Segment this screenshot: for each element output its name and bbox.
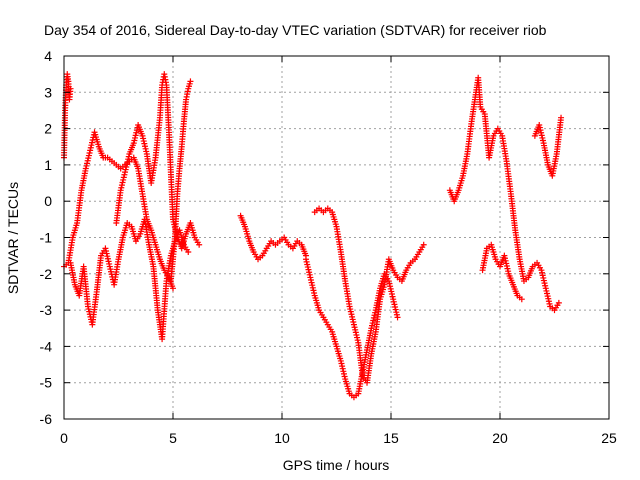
x-axis-label: GPS time / hours (283, 457, 390, 473)
y-tick-label: -1 (40, 230, 53, 246)
y-tick-label: 2 (44, 121, 52, 137)
series-trace-h (311, 205, 427, 386)
y-tick-label: -2 (40, 266, 53, 282)
data-point (196, 241, 203, 248)
data-point (420, 241, 427, 248)
chart-title: Day 354 of 2016, Sidereal Day-to-day VTE… (44, 22, 547, 38)
axis-ticks: -6 -5 -4 -3 -2 -1 0 1 2 3 4 0 5 10 15 20 25 (40, 48, 617, 446)
y-axis-label: SDTVAR / TECUs (5, 182, 21, 294)
y-tick-label: 1 (44, 157, 52, 173)
series-trace-e (167, 78, 194, 285)
y-tick-label: -4 (40, 338, 53, 354)
data-point (170, 285, 176, 292)
x-tick-label: 0 (60, 430, 68, 446)
y-tick-label: -6 (40, 411, 53, 427)
series-trace-j (479, 241, 525, 303)
data-point (185, 249, 192, 256)
series-trace-k (531, 114, 565, 179)
data-point (394, 314, 401, 321)
series-trace-g (302, 256, 401, 401)
data-point (187, 78, 194, 85)
x-tick-label: 20 (492, 430, 508, 446)
data-point (558, 114, 565, 121)
series-trace-a (61, 71, 74, 161)
y-tick-label: 3 (44, 84, 52, 100)
data-point (555, 299, 562, 306)
x-tick-label: 5 (169, 430, 177, 446)
series-trace-c (67, 216, 192, 343)
x-tick-label: 10 (274, 430, 290, 446)
data-point (518, 296, 525, 303)
y-tick-label: 4 (44, 48, 52, 64)
series-trace-i (446, 74, 562, 314)
x-tick-label: 25 (601, 430, 617, 446)
y-tick-label: -3 (40, 302, 53, 318)
data-point (67, 85, 74, 92)
y-tick-label: 0 (44, 193, 52, 209)
y-tick-label: -5 (40, 375, 53, 391)
series-trace-f (237, 212, 309, 263)
data-points (61, 71, 565, 401)
x-tick-label: 15 (383, 430, 399, 446)
